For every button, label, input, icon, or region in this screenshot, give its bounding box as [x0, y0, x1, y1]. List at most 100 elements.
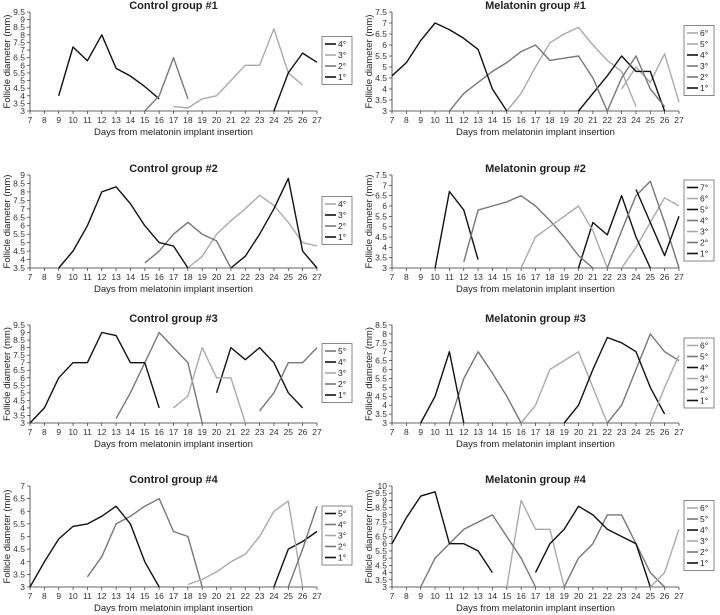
- y-tick-label: 3.5: [13, 410, 25, 420]
- series-line: [649, 355, 680, 424]
- y-tick-label: 3: [382, 106, 387, 116]
- x-tick-label: 16: [154, 591, 164, 601]
- x-tick-label: 9: [56, 115, 61, 125]
- x-tick-label: 17: [531, 427, 541, 437]
- chart-panel: Control group #23.544.555.566.577.588.59…: [2, 163, 353, 295]
- legend-label: 2°: [700, 547, 708, 557]
- chart-title: Melatonin group #3: [485, 313, 586, 325]
- chart-panel: Control group #333.544.555.566.577.588.5…: [2, 313, 353, 450]
- series-line: [563, 514, 666, 588]
- x-tick-label: 27: [312, 427, 322, 437]
- y-axis-label: Follicle diameter (mm): [2, 490, 13, 584]
- y-tick-label: 4.5: [375, 73, 387, 83]
- legend-label: 5°: [700, 352, 708, 362]
- chart-panel: Control group #433.544.555.566.577 8 9 10 11…: [2, 474, 353, 614]
- x-tick-label: 16: [154, 115, 164, 125]
- x-tick-label: 11: [445, 427, 454, 437]
- y-tick-label: 3: [20, 418, 25, 428]
- y-tick-label: 3.5: [13, 569, 25, 579]
- x-axis-label: Days from melatonin implant insertion: [456, 284, 615, 295]
- legend-box: [683, 500, 715, 571]
- series-line: [86, 497, 203, 588]
- x-tick-label: 13: [111, 591, 121, 601]
- legend-label: 4°: [338, 199, 346, 209]
- x-tick-label: 10: [68, 115, 78, 125]
- y-axis-label: Follicle diameter (mm): [364, 175, 375, 269]
- y-tick-label: 5.5: [13, 68, 25, 78]
- x-axis-label: Days from melatonin implant insertion: [456, 127, 615, 138]
- y-tick-label: 5: [382, 62, 387, 72]
- series-line: [259, 347, 318, 412]
- legend-label: 1°: [338, 232, 346, 242]
- series-line: [144, 221, 232, 269]
- x-tick-label: 21: [588, 272, 598, 282]
- x-tick-label: 12: [459, 115, 469, 125]
- series-line: [287, 505, 318, 588]
- series-line: [506, 26, 637, 112]
- x-tick-label: 19: [559, 427, 569, 437]
- x-tick-label: 14: [488, 272, 498, 282]
- y-tick-label: 7: [382, 347, 387, 357]
- x-tick-label: 23: [255, 272, 265, 282]
- x-tick-label: 25: [646, 591, 656, 601]
- x-tick-label: 15: [140, 427, 150, 437]
- y-axis-label: Follicle diameter (mm): [2, 327, 13, 421]
- y-tick-label: 4.5: [375, 232, 387, 242]
- legend-label: 6°: [700, 341, 708, 351]
- x-tick-label: 15: [140, 591, 150, 601]
- x-tick-label: 14: [488, 115, 498, 125]
- y-tick-label: 5: [382, 553, 387, 563]
- x-tick-label: 23: [617, 272, 627, 282]
- y-tick-label: 6: [20, 373, 25, 383]
- legend-label: 6°: [700, 28, 708, 38]
- y-tick-label: 5.5: [375, 546, 387, 556]
- chart-panel: Control group #133.544.555.566.577.588.5…: [2, 0, 353, 138]
- x-tick-label: 23: [617, 591, 627, 601]
- x-tick-label: 17: [531, 591, 541, 601]
- x-tick-label: 12: [459, 591, 469, 601]
- x-tick-label: 13: [111, 272, 121, 282]
- x-tick-label: 15: [140, 272, 150, 282]
- y-tick-label: 5: [20, 238, 25, 248]
- y-tick-label: 6: [20, 60, 25, 70]
- chart-title: Melatonin group #4: [485, 474, 587, 486]
- legend-label: 4°: [700, 525, 708, 535]
- y-tick-label: 4.5: [13, 83, 25, 93]
- x-tick-label: 14: [126, 591, 136, 601]
- series-line: [520, 205, 608, 269]
- x-tick-label: 9: [418, 115, 423, 125]
- y-tick-label: 6: [20, 221, 25, 231]
- x-axis-label: Days from melatonin implant insertion: [94, 284, 253, 295]
- y-tick-label: 5: [20, 532, 25, 542]
- y-tick-label: 4: [382, 242, 387, 252]
- x-tick-label: 8: [404, 591, 409, 601]
- legend-label: 2°: [338, 221, 346, 231]
- x-tick-label: 16: [516, 427, 526, 437]
- y-tick-label: 4.5: [375, 560, 387, 570]
- y-axis-label: Follicle diameter (mm): [2, 15, 13, 109]
- x-tick-label: 11: [445, 591, 454, 601]
- y-tick-label: 8: [20, 30, 25, 40]
- x-tick-label: 16: [516, 591, 526, 601]
- y-tick-label: 8.5: [13, 178, 25, 188]
- x-tick-label: 8: [404, 427, 409, 437]
- x-tick-label: 22: [241, 591, 251, 601]
- x-tick-label: 26: [298, 272, 308, 282]
- x-tick-label: 11: [83, 591, 92, 601]
- x-tick-label: 21: [588, 115, 598, 125]
- x-tick-label: 17: [531, 115, 541, 125]
- x-tick-label: 22: [241, 115, 251, 125]
- x-tick-label: 10: [68, 591, 78, 601]
- x-tick-label: 25: [646, 115, 656, 125]
- x-tick-label: 23: [617, 427, 627, 437]
- y-tick-label: 7.5: [13, 350, 25, 360]
- y-tick-label: 10: [378, 481, 388, 491]
- x-tick-label: 17: [531, 272, 541, 282]
- series-line: [577, 55, 666, 112]
- x-tick-label: 23: [255, 591, 265, 601]
- y-tick-label: 3.5: [375, 95, 387, 105]
- series-line: [463, 195, 594, 269]
- x-tick-label: 10: [68, 427, 78, 437]
- x-tick-label: 24: [631, 591, 641, 601]
- x-tick-label: 7: [390, 272, 395, 282]
